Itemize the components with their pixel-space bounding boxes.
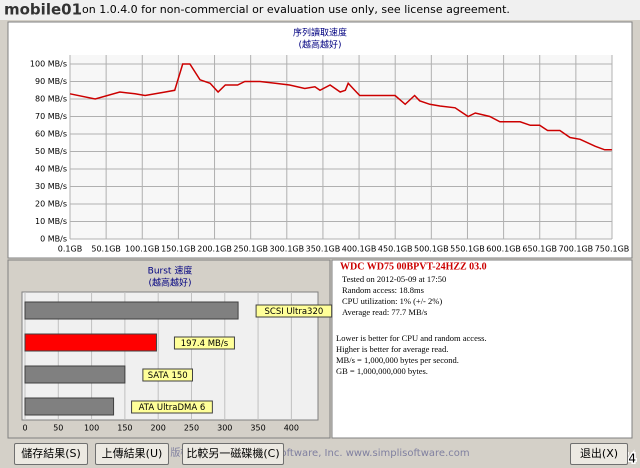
info-line: Tested on 2012-05-09 at 17:50 [342,274,446,284]
x-tick-label: 400 [284,424,299,433]
x-tick-label: 600.1GB [486,245,521,254]
info-panel [331,259,633,439]
y-tick-label: 70 MB/s [35,112,67,121]
chart-subtitle: (越高越好) [298,39,341,51]
chart-subtitle: (越高越好) [148,277,191,289]
y-tick-label: 20 MB/s [35,200,67,209]
y-tick-label: 30 MB/s [35,182,67,191]
y-tick-label: 10 MB/s [35,217,67,226]
title-bar [0,0,640,20]
x-tick-label: 50 [53,424,63,433]
x-tick-label: 700.1GB [559,245,594,254]
x-tick-label: 150.1GB [161,245,196,254]
read-line [69,63,612,151]
bar-label: 197.4 MB/s [181,339,229,349]
x-tick-label: 0 [22,424,27,433]
x-tick-label: 100 [84,424,99,433]
y-tick-label: 100 MB/s [30,60,67,69]
info-note: GB = 1,000,000,000 bytes. [336,366,428,376]
x-tick-label: 200 [151,424,166,433]
compare-button[interactable]: 比較另一磁碟機(C) [182,443,284,465]
chart-title: 序列讀取速度 [293,27,347,39]
label-box [255,304,333,318]
burst-bar [24,397,115,416]
burst-bar [24,365,126,384]
x-tick-label: 250.1GB [233,245,268,254]
x-tick-label: 200.1GB [197,245,232,254]
info-note: Lower is better for CPU and random acces… [336,333,487,343]
label-box [142,368,193,382]
x-tick-label: 0.1GB [58,245,82,254]
x-tick-label: 250 [184,424,199,433]
x-tick-label: 100.1GB [125,245,160,254]
label-box [173,336,235,350]
bar-label: ATA UltraDMA 6 [139,403,206,413]
x-tick-label: 550.1GB [450,245,485,254]
bar-label: SCSI Ultra320 [265,307,324,317]
x-tick-label: 350 [250,424,265,433]
y-tick-label: 80 MB/s [35,95,67,104]
chart-title: Burst 速度 [148,265,193,277]
info-line: Random access: 18.8ms [342,285,424,295]
bar-label: SATA 150 [148,371,188,381]
x-tick-label: 650.1GB [522,245,557,254]
y-tick-label: 50 MB/s [35,147,67,156]
label-box [131,400,213,414]
x-tick-label: 50.1GB [91,245,121,254]
x-tick-label: 300 [217,424,232,433]
x-tick-label: 750.1GB [595,245,630,254]
info-line: Average read: 77.7 MB/s [342,307,427,317]
info-note: MB/s = 1,000,000 bytes per second. [336,355,459,365]
burst-bar [24,301,239,320]
x-tick-label: 450.1GB [378,245,413,254]
x-tick-label: 350.1GB [306,245,341,254]
x-tick-label: 300.1GB [270,245,305,254]
y-tick-label: 40 MB/s [35,165,67,174]
y-tick-label: 0 MB/s [40,235,67,244]
y-tick-label: 60 MB/s [35,130,67,139]
x-tick-label: 500.1GB [414,245,449,254]
y-tick-label: 90 MB/s [35,77,67,86]
drive-name: WDC WD75 00BPVT-24HZZ 03.0 [340,261,487,272]
plot-area [70,55,612,239]
x-tick-label: 150 [117,424,132,433]
exit-button[interactable]: 退出(X) [570,443,628,465]
upload-button[interactable]: 上傳結果(U) [95,443,169,465]
x-tick-label: 400.1GB [342,245,377,254]
burst-bar [24,333,157,352]
save-button[interactable]: 儲存結果(S) [14,443,88,465]
logo: mobile01 [4,1,82,19]
info-line: CPU utilization: 1% (+/- 2%) [342,296,442,306]
window-title: on 1.0.4.0 for non-commercial or evaluat… [82,3,510,16]
info-note: Higher is better for average read. [336,344,448,354]
